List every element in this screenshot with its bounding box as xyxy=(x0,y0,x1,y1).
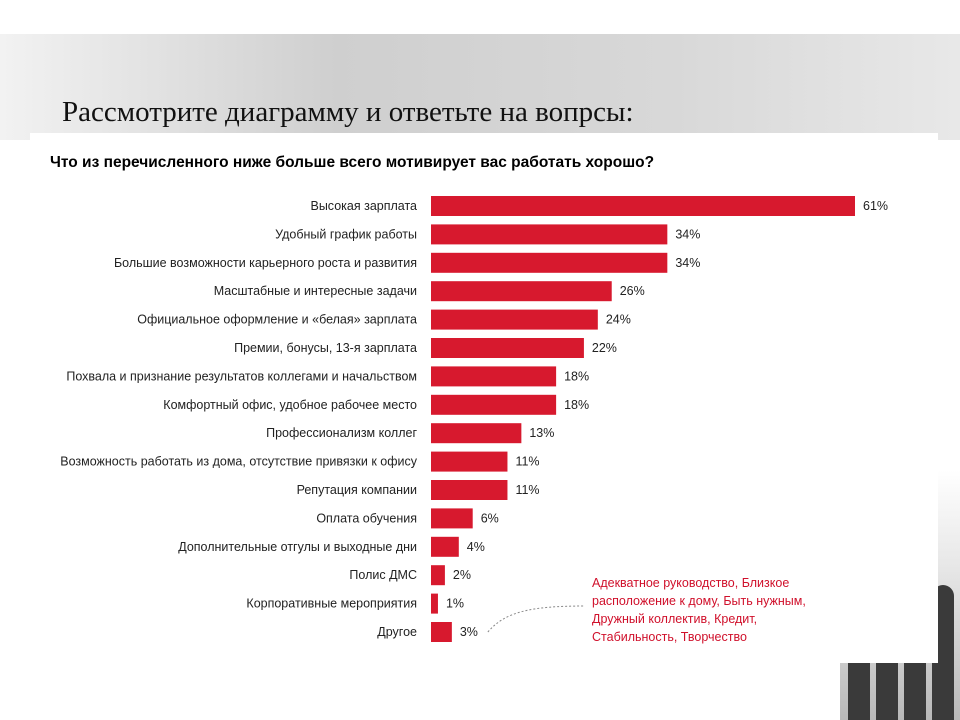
value-label-10: 11% xyxy=(515,455,539,469)
bar-8 xyxy=(431,394,557,415)
bar-2 xyxy=(431,224,668,245)
value-label-16: 3% xyxy=(460,625,478,639)
category-label-10: Возможность работать из дома, отсутствие… xyxy=(60,455,418,469)
bar-4 xyxy=(431,281,612,302)
category-label-2: Удобный график работы xyxy=(275,227,417,241)
category-label-13: Дополнительные отгулы и выходные дни xyxy=(178,540,417,554)
value-label-7: 18% xyxy=(564,369,589,383)
value-label-1: 61% xyxy=(863,199,888,213)
category-label-16: Другое xyxy=(377,625,417,639)
value-label-11: 11% xyxy=(515,483,539,497)
other-annotation: Адекватное руководство, Близкое располож… xyxy=(592,576,806,644)
bar-11 xyxy=(431,480,508,500)
category-label-1: Высокая зарплата xyxy=(310,199,417,213)
category-label-14: Полис ДМС xyxy=(349,568,417,582)
bar-14 xyxy=(431,565,445,586)
value-label-9: 13% xyxy=(529,426,554,440)
value-label-5: 24% xyxy=(606,313,631,327)
category-label-11: Репутация компании xyxy=(297,483,417,497)
category-label-7: Похвала и признание результатов коллегам… xyxy=(66,369,417,383)
value-label-14: 2% xyxy=(453,568,471,582)
chart-title: Что из перечисленного ниже больше всего … xyxy=(50,154,655,171)
value-label-4: 26% xyxy=(620,284,645,298)
bar-3 xyxy=(431,252,668,273)
value-label-12: 6% xyxy=(481,511,499,525)
value-label-13: 4% xyxy=(467,540,485,554)
category-label-5: Официальное оформление и «белая» зарплат… xyxy=(137,313,417,327)
value-label-8: 18% xyxy=(564,398,589,412)
category-label-15: Корпоративные мероприятия xyxy=(246,597,417,611)
category-label-6: Премии, бонусы, 13-я зарплата xyxy=(234,341,417,355)
header-top-strip xyxy=(0,0,960,34)
value-label-6: 22% xyxy=(592,341,617,355)
value-label-15: 1% xyxy=(446,597,464,611)
category-label-12: Оплата обучения xyxy=(316,511,417,525)
slide-title: Рассмотрите диаграмму и ответьте на вопр… xyxy=(62,96,634,128)
bar-15 xyxy=(431,593,438,614)
bar-1 xyxy=(431,196,855,216)
category-label-8: Комфортный офис, удобное рабочее место xyxy=(163,398,417,412)
value-label-3: 34% xyxy=(675,256,700,270)
bar-16 xyxy=(431,622,452,642)
bar-7 xyxy=(431,366,557,387)
bar-5 xyxy=(431,309,598,330)
bar-13 xyxy=(431,536,459,557)
value-label-2: 34% xyxy=(675,227,700,241)
category-label-9: Профессионализм коллег xyxy=(266,426,417,440)
annotation-connector xyxy=(487,605,586,633)
bar-12 xyxy=(431,508,473,529)
bar-6 xyxy=(431,338,584,358)
category-label-4: Масштабные и интересные задачи xyxy=(214,284,417,298)
category-label-3: Большие возможности карьерного роста и р… xyxy=(114,256,417,270)
bar-9 xyxy=(431,423,522,444)
bar-10 xyxy=(431,451,508,472)
